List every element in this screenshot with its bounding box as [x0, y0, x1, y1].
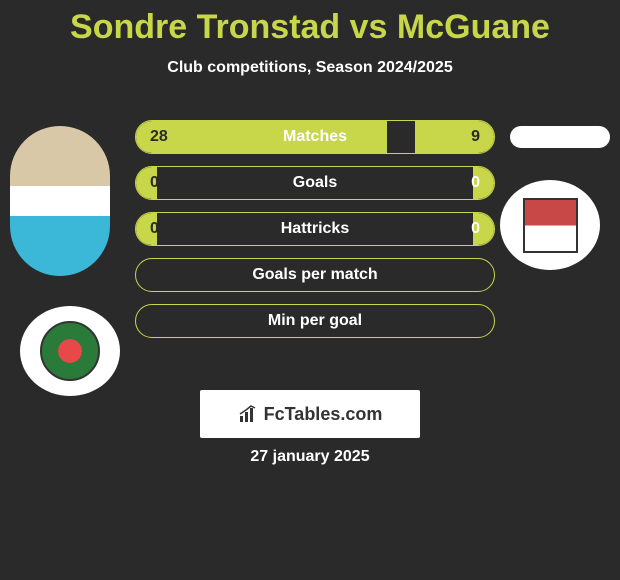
- stat-label: Min per goal: [136, 312, 494, 330]
- stat-row-matches: 28 Matches 9: [135, 120, 495, 154]
- stat-label: Goals per match: [136, 266, 494, 284]
- stat-label: Matches: [136, 128, 494, 146]
- stat-right-value: 9: [471, 128, 480, 146]
- chart-icon: [238, 404, 258, 424]
- crest-icon: [523, 198, 578, 253]
- stat-label: Goals: [136, 174, 494, 192]
- stat-row-hattricks: 0 Hattricks 0: [135, 212, 495, 246]
- player-left-avatar: [10, 126, 110, 276]
- date-label: 27 january 2025: [0, 448, 620, 466]
- stat-row-goals: 0 Goals 0: [135, 166, 495, 200]
- club-crest-right: [500, 180, 600, 270]
- stat-label: Hattricks: [136, 220, 494, 238]
- stat-row-min-per-goal: Min per goal: [135, 304, 495, 338]
- crest-icon: [40, 321, 100, 381]
- subtitle: Club competitions, Season 2024/2025: [0, 59, 620, 77]
- player-right-avatar: [510, 126, 610, 148]
- stat-row-goals-per-match: Goals per match: [135, 258, 495, 292]
- club-crest-left: [20, 306, 120, 396]
- logo-text: FcTables.com: [264, 404, 383, 425]
- stats-container: 28 Matches 9 0 Goals 0 0 Hattricks 0 Goa…: [135, 120, 495, 350]
- page-title: Sondre Tronstad vs McGuane: [0, 0, 620, 47]
- stat-right-value: 0: [471, 174, 480, 192]
- stat-right-value: 0: [471, 220, 480, 238]
- fctables-logo: FcTables.com: [200, 390, 420, 438]
